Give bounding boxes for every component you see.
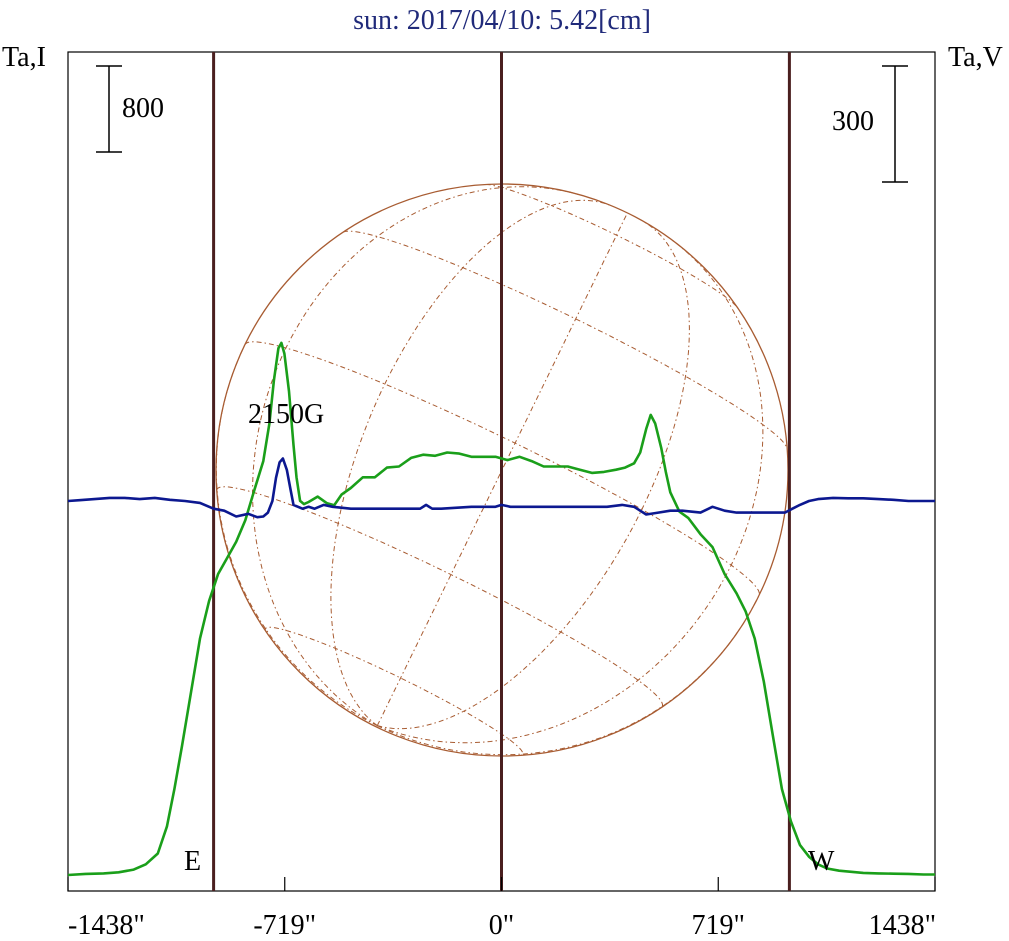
- series-line-stokes-v: [67, 457, 935, 519]
- disk-meridian: [330, 199, 610, 726]
- disk-meridian: [376, 212, 628, 726]
- east-limb-label: E: [184, 846, 201, 877]
- right-axis-label: Ta,V: [948, 42, 1003, 73]
- disk-parallel: [342, 230, 788, 450]
- right-scale-bar: 300: [832, 65, 908, 183]
- series-layer: [67, 341, 935, 877]
- x-tick-label: -1438": [68, 910, 145, 941]
- x-axis-ticks: -1438" -719" 0" 719" 1438": [67, 877, 936, 941]
- disk-meridian: [377, 221, 690, 730]
- chart-title: sun: 2017/04/10: 5.42[cm]: [353, 5, 651, 36]
- annotation-2150g: 2150G: [248, 399, 324, 430]
- disk-parallel: [216, 486, 663, 708]
- west-limb-label: W: [808, 846, 835, 877]
- disk-parallel: [264, 626, 524, 756]
- limb-lines: [212, 52, 791, 891]
- series-line-stokes-i: [67, 341, 935, 877]
- disk-parallel: [485, 184, 738, 308]
- x-tick-label: 1438": [869, 910, 936, 941]
- x-tick-label: -719": [253, 910, 316, 941]
- disk-meridian: [377, 239, 764, 744]
- left-scale-bar: 800: [96, 65, 164, 153]
- left-scale-bar-label: 800: [122, 93, 164, 124]
- disk-parallel: [244, 341, 760, 596]
- right-scale-bar-label: 300: [832, 106, 874, 137]
- x-tick-label: 0": [489, 910, 514, 941]
- left-axis-label: Ta,I: [2, 42, 46, 73]
- x-tick-label: 719": [692, 910, 745, 941]
